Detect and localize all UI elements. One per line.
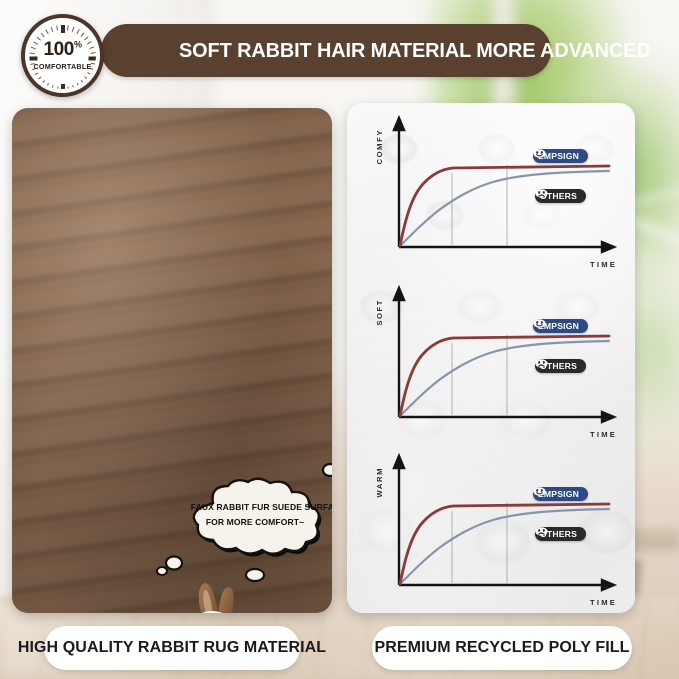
performance-charts-panel: COMFY TIME EMPSIGN OTHERS: [347, 103, 635, 613]
seal-inner-ring: 100% COMFORTABLE: [28, 21, 97, 90]
happy-face-icon: [533, 487, 546, 496]
series-empsign-soft: [398, 334, 611, 418]
legend-others-comfy: OTHERS: [535, 189, 587, 203]
chart-warm: WARM TIME EMPSIGN OTHERS: [347, 443, 635, 613]
legend-others-label: OTHERS: [540, 191, 578, 201]
seal-tick-marks-icon: [29, 22, 96, 89]
rug-photo-panel: FAUX RABBIT FUR SUEDE SURFACE FOR MORE C…: [12, 108, 332, 613]
gridlines-soft: [451, 335, 508, 415]
legend-empsign-label: EMPSIGN: [538, 151, 580, 161]
gridlines-warm: [451, 503, 508, 583]
bubble-line-1: FAUX RABBIT FUR SUEDE SURFACE: [190, 502, 332, 512]
chart-comfy: COMFY TIME EMPSIGN OTHERS: [347, 105, 635, 275]
axes-soft: [392, 284, 618, 424]
legend-others-soft: OTHERS: [535, 359, 587, 373]
sad-face-icon: [535, 527, 548, 536]
foam-light-overlay: [347, 103, 635, 613]
series-empsign-comfy: [398, 164, 611, 248]
bubble-line-2: FOR MORE COMFORT~: [205, 516, 305, 527]
happy-face-icon: [533, 319, 546, 328]
seal-text-group: 100% COMFORTABLE: [29, 22, 96, 89]
chart-comfy-xlabel: TIME: [590, 260, 617, 269]
caption-left: HIGH QUALITY RABBIT RUG MATERIAL: [18, 626, 326, 670]
legend-empsign-comfy: EMPSIGN: [533, 149, 589, 163]
legend-empsign-label: EMPSIGN: [538, 489, 580, 499]
axes-warm: [392, 452, 618, 592]
chart-comfy-ylabel: COMFY: [375, 129, 384, 165]
axes-comfy: [392, 114, 618, 254]
series-others-soft: [398, 339, 611, 418]
sad-face-icon: [535, 189, 548, 198]
page-title: SOFT RABBIT HAIR MATERIAL MORE ADVANCED: [179, 38, 651, 62]
header-banner: SOFT RABBIT HAIR MATERIAL MORE ADVANCED: [101, 24, 651, 77]
seal-subtitle: COMFORTABLE: [33, 62, 92, 71]
chart-soft: SOFT TIME EMPSIGN OTHERS: [347, 275, 635, 445]
sad-face-icon: [535, 359, 548, 368]
chart-soft-xlabel: TIME: [590, 430, 617, 439]
legend-empsign-soft: EMPSIGN: [533, 319, 589, 333]
legend-others-label: OTHERS: [540, 361, 578, 371]
series-others-warm: [398, 507, 611, 586]
seal-percent-symbol: %: [73, 39, 82, 50]
chart-soft-ylabel: SOFT: [375, 299, 384, 326]
thought-bubble: FAUX RABBIT FUR SUEDE SURFACE FOR MORE C…: [156, 462, 332, 583]
legend-empsign-warm: EMPSIGN: [533, 487, 589, 501]
rabbit-ears: [198, 583, 234, 613]
caption-right: PREMIUM RECYCLED POLY FILL: [372, 626, 632, 670]
series-empsign-warm: [398, 502, 611, 586]
thought-bubble-shape: [192, 477, 322, 557]
thought-bubble-text: FAUX RABBIT FUR SUEDE SURFACE FOR MORE C…: [190, 500, 332, 529]
chart-warm-xlabel: TIME: [590, 598, 617, 607]
gridlines-comfy: [451, 165, 508, 245]
happy-face-icon: [533, 149, 546, 158]
legend-others-label: OTHERS: [540, 529, 578, 539]
comfort-seal-badge: 100% COMFORTABLE: [21, 14, 104, 97]
legend-others-warm: OTHERS: [535, 527, 587, 541]
series-others-comfy: [398, 169, 611, 248]
thought-bubble-tails: [156, 462, 332, 583]
legend-empsign-label: EMPSIGN: [538, 321, 580, 331]
rabbit-photo-icon: [162, 581, 297, 613]
chart-warm-ylabel: WARM: [375, 467, 384, 498]
seal-percent: 100%: [43, 39, 82, 60]
